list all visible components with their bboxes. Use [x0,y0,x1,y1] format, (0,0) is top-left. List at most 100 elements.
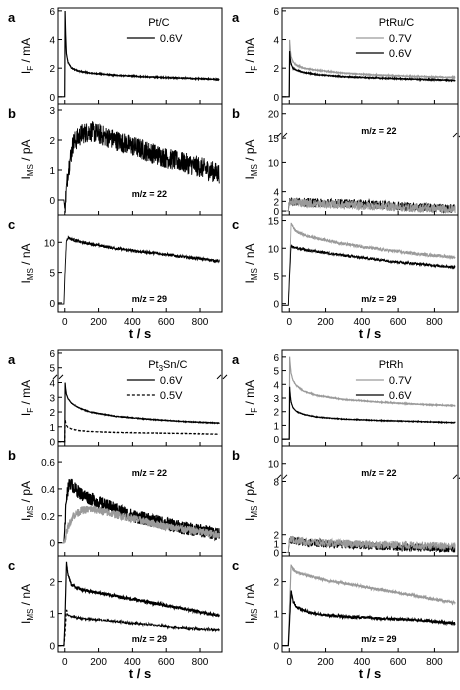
series-line-1 [58,505,220,544]
y-tick-label: 1 [273,540,279,551]
panel-title: Pt/C [148,17,169,29]
panel-b: 024 10 15 20 b IMS / pA m/z = 22 [232,103,460,218]
panel-frame [281,349,459,447]
series-line-1 [282,386,456,440]
y-tick-label: 1 [49,166,55,177]
y-tick-label: 0 [273,642,279,653]
y-axis-label: IMS / nA [19,243,35,283]
x-tick-label: 400 [124,657,141,668]
y-tick-label: 0 [273,435,279,446]
axis-break-mark [52,374,64,380]
y-tick-label: 6 [49,7,55,18]
y-tick-label: 0 [273,300,279,311]
annotation-label: m/z = 29 [361,634,396,644]
x-tick-label: 0 [62,317,68,328]
y-axis-label: IMS / pA [19,139,35,179]
x-tick-label: 600 [390,657,407,668]
legend-label: 0.5V [160,390,183,402]
y-tick-label: 0 [49,438,55,449]
y-tick-label: 0.4 [41,485,55,496]
annotation-label: m/z = 22 [132,468,167,478]
y-tick-label: 6 [273,7,279,18]
y-tick-label: 0.2 [41,512,55,523]
y-tick-label: 10 [268,244,280,255]
panel-a: 0 2 4 6 aIF / mA Pt/C 0.6V [8,7,223,105]
y-tick-label: 15 [268,134,280,145]
x-tick-label: 800 [192,317,209,328]
axis-break-mark [276,132,288,138]
y-tick-label: 6 [273,353,279,364]
panel-title: Pt3Sn/C [148,359,187,373]
panel-b: 0 0.2 0.4 0.6 b IMS / pA m/z = 22 [8,445,223,557]
legend-label: 0.6V [160,33,183,45]
y-tick-label: 4 [273,36,279,47]
panel-c: 0 5 10 15 c IMS / nA m/z = 29 [232,214,459,313]
y-axis-label: IMS / pA [19,481,35,521]
x-tick-label: 800 [192,657,209,668]
chart-group-2: 0 1 2 3 4 5 6 aIF / mA Pt3Sn/C 0.6V 0.5V 0 0.2 0.4 0.6… [8,349,228,681]
panel-frame [281,214,459,313]
panel-frame [57,555,223,653]
y-axis-label: IF / mA [243,38,259,74]
y-axis-label: IF / mA [19,380,35,416]
panel-c: 0 1 2 c IMS / nA m/z = 29 [232,555,459,653]
panel-frame [57,349,223,447]
panel-letter: c [232,217,239,232]
x-tick-label: 600 [158,657,175,668]
series-line-1 [282,244,456,306]
series-line-0 [58,10,220,98]
y-tick-label: 8 [273,477,279,488]
annotation-label: m/z = 22 [361,468,396,478]
annotation-label: m/z = 29 [132,294,167,304]
y-tick-label: 2 [49,408,55,419]
panel-letter: b [232,448,240,463]
series-line-0 [58,235,220,305]
y-axis-label: IMS / nA [19,584,35,624]
panel-frame [281,555,459,653]
y-tick-label: 0 [273,548,279,559]
axis-break-mark [452,474,460,480]
annotation-label: m/z = 22 [132,189,167,199]
y-tick-label: 5 [273,272,279,283]
y-tick-label: 10 [268,460,280,471]
series-line-1 [282,535,456,553]
panel-letter: b [232,106,240,121]
x-tick-label: 200 [90,657,107,668]
y-tick-label: 0.6 [41,458,55,469]
annotation-label: m/z = 29 [361,294,396,304]
y-tick-label: 0 [273,93,279,104]
y-tick-label: 15 [268,217,280,228]
y-tick-label: 2 [273,197,279,208]
panel-frame [57,214,223,313]
x-tick-label: 200 [317,317,334,328]
axis-break-mark [276,474,288,480]
y-tick-label: 2 [49,578,55,589]
y-tick-label: 2 [49,64,55,75]
series-line-1 [282,590,456,647]
y-axis-label: IMS / pA [243,481,259,521]
panel-letter: c [232,558,239,573]
panel-letter: a [232,10,240,25]
y-tick-label: 2 [273,64,279,75]
x-tick-label: 0 [62,657,68,668]
x-tick-label: 400 [353,317,370,328]
x-axis-label: t / s [129,666,151,681]
x-tick-label: 200 [317,657,334,668]
panel-frame [281,7,459,105]
y-tick-label: 5 [49,269,55,280]
panel-letter: a [8,10,16,25]
y-tick-label: 3 [49,393,55,404]
legend-label: 0.6V [389,48,412,60]
y-tick-label: 1 [49,610,55,621]
y-tick-label: 0 [273,207,279,218]
panel-frame [57,7,223,105]
series-line-0 [282,564,456,647]
y-tick-label: 4 [273,188,279,199]
x-tick-label: 800 [426,317,443,328]
panel-c: 0 1 2 c IMS / nA m/z = 29 [8,555,223,653]
x-axis-label: t / s [359,666,381,681]
y-tick-label: 4 [49,36,55,47]
panel-c: 0 5 10 c IMS / nA m/z = 29 [8,214,223,313]
x-tick-label: 200 [90,317,107,328]
